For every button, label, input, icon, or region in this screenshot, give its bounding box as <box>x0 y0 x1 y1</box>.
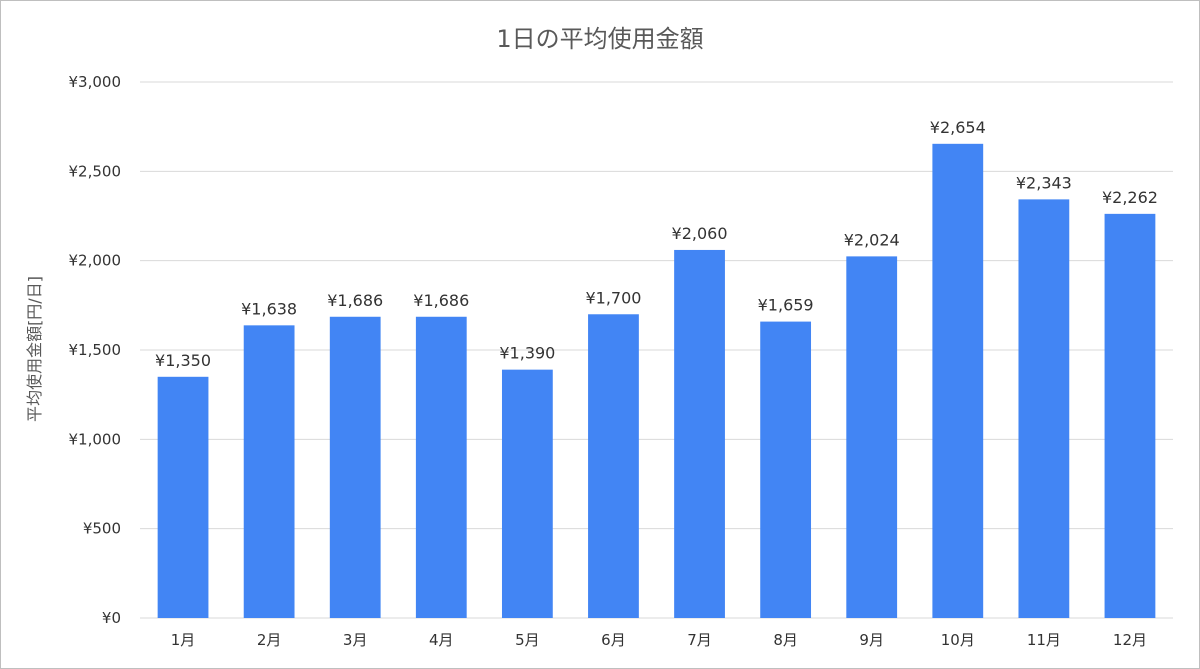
x-tick-label: 3月 <box>343 631 368 649</box>
y-tick-label: ¥2,000 <box>69 252 122 270</box>
y-tick-label: ¥0 <box>102 609 121 627</box>
gridlines <box>140 81 1173 619</box>
bar <box>329 316 381 618</box>
bar <box>588 314 639 618</box>
y-tick-label: ¥500 <box>83 520 121 538</box>
bar <box>415 316 467 618</box>
y-tick-label: ¥1,500 <box>69 341 122 359</box>
data-label: ¥1,350 <box>155 351 211 370</box>
data-label: ¥2,262 <box>1102 188 1158 207</box>
bar <box>1104 213 1156 618</box>
bar <box>243 325 295 618</box>
data-label: ¥1,700 <box>585 288 641 307</box>
x-tick-label: 8月 <box>773 631 798 649</box>
bar <box>846 256 898 618</box>
data-label: ¥1,686 <box>413 291 469 310</box>
x-tick-label: 5月 <box>515 631 540 649</box>
data-label: ¥1,390 <box>499 344 555 363</box>
x-tick-label: 2月 <box>257 631 282 649</box>
x-tick-label: 4月 <box>429 631 454 649</box>
bars <box>157 143 1156 619</box>
x-tick-label: 12月 <box>1113 631 1147 649</box>
data-label: ¥2,024 <box>844 230 900 249</box>
x-tick-label: 11月 <box>1027 631 1061 649</box>
x-tick-label: 1月 <box>171 631 196 649</box>
data-label: ¥1,659 <box>758 296 814 315</box>
y-tick-label: ¥1,000 <box>69 430 122 448</box>
bar <box>674 249 725 619</box>
bar <box>760 321 812 618</box>
y-tick-label: ¥2,500 <box>69 162 122 180</box>
bar <box>1018 199 1070 618</box>
data-label: ¥2,343 <box>1016 173 1072 192</box>
data-label: ¥2,654 <box>930 118 986 137</box>
x-tick-label: 7月 <box>687 631 712 649</box>
bar <box>501 369 553 618</box>
x-tick-label: 9月 <box>859 631 884 649</box>
data-label: ¥2,060 <box>672 224 728 243</box>
bar <box>932 143 984 618</box>
data-label: ¥1,638 <box>241 299 297 318</box>
chart-title: 1日の平均使用金額 <box>496 25 703 53</box>
data-labels: ¥1,350 ¥1,638 ¥1,686 ¥1,686 ¥1,390 ¥1,700 ¥2,0… <box>155 118 1158 370</box>
y-axis-label: 平均使用金額[円/日] <box>25 276 44 422</box>
data-label: ¥1,686 <box>327 291 383 310</box>
x-tick-label: 6月 <box>601 631 626 649</box>
y-tick-label: ¥3,000 <box>69 73 122 91</box>
bar <box>157 376 209 618</box>
x-tick-labels: 1月 2月 3月 4月 5月 6月 7月 8月 9月 10月 11月 12月 <box>171 631 1147 649</box>
x-tick-label: 10月 <box>941 631 975 649</box>
y-tick-labels: ¥0 ¥500 ¥1,000 ¥1,500 ¥2,000 ¥2,500 ¥3,000 <box>69 73 122 627</box>
